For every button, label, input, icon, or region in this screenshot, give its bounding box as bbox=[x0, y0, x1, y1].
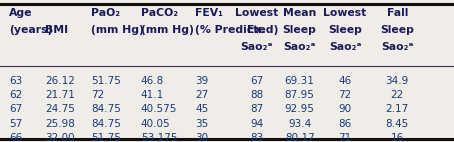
Text: 46.8: 46.8 bbox=[141, 76, 164, 86]
Text: 2.17: 2.17 bbox=[385, 104, 409, 114]
Text: Sleep: Sleep bbox=[380, 25, 414, 35]
Text: 25.98: 25.98 bbox=[45, 119, 75, 129]
Text: Sao₂ᵃ: Sao₂ᵃ bbox=[283, 42, 316, 52]
Text: Mean: Mean bbox=[283, 8, 316, 18]
Text: 34.9: 34.9 bbox=[385, 76, 409, 86]
Text: FEV₁: FEV₁ bbox=[195, 8, 223, 18]
Text: (mm Hg): (mm Hg) bbox=[141, 25, 193, 35]
Text: Sleep: Sleep bbox=[328, 25, 362, 35]
Text: 93.4: 93.4 bbox=[288, 119, 311, 129]
Text: 41.1: 41.1 bbox=[141, 90, 164, 100]
Text: (% Predicted): (% Predicted) bbox=[195, 25, 279, 35]
Text: Sao₂ᵃ: Sao₂ᵃ bbox=[240, 42, 273, 52]
Text: 39: 39 bbox=[195, 76, 208, 86]
Text: 30: 30 bbox=[195, 133, 208, 142]
Text: 16: 16 bbox=[390, 133, 404, 142]
Text: PaCO₂: PaCO₂ bbox=[141, 8, 178, 18]
Text: 92.95: 92.95 bbox=[285, 104, 315, 114]
Text: 35: 35 bbox=[195, 119, 208, 129]
Text: 80.17: 80.17 bbox=[285, 133, 315, 142]
Text: Sleep: Sleep bbox=[283, 25, 316, 35]
Text: 27: 27 bbox=[195, 90, 208, 100]
Text: 67: 67 bbox=[9, 104, 22, 114]
Text: 88: 88 bbox=[250, 90, 263, 100]
Text: 63: 63 bbox=[9, 76, 22, 86]
Text: Fall: Fall bbox=[386, 8, 408, 18]
Text: (years): (years) bbox=[9, 25, 53, 35]
Text: 53.175: 53.175 bbox=[141, 133, 177, 142]
Text: 87.95: 87.95 bbox=[285, 90, 315, 100]
Text: 24.75: 24.75 bbox=[45, 104, 75, 114]
Text: 72: 72 bbox=[91, 90, 104, 100]
Text: 71: 71 bbox=[338, 133, 352, 142]
Text: 84.75: 84.75 bbox=[91, 104, 121, 114]
Text: 94: 94 bbox=[250, 119, 263, 129]
Text: 40.05: 40.05 bbox=[141, 119, 170, 129]
Text: 83: 83 bbox=[250, 133, 263, 142]
Text: 87: 87 bbox=[250, 104, 263, 114]
Text: 84.75: 84.75 bbox=[91, 119, 121, 129]
Text: 69.31: 69.31 bbox=[285, 76, 315, 86]
Text: 86: 86 bbox=[338, 119, 352, 129]
Text: 67: 67 bbox=[250, 76, 263, 86]
Text: 22: 22 bbox=[390, 90, 404, 100]
Text: Age: Age bbox=[9, 8, 33, 18]
Text: 32.00: 32.00 bbox=[45, 133, 75, 142]
Text: BMI: BMI bbox=[45, 25, 69, 35]
Text: Sao₂ᵃ: Sao₂ᵃ bbox=[381, 42, 414, 52]
Text: Lowest: Lowest bbox=[235, 8, 278, 18]
Text: 51.75: 51.75 bbox=[91, 133, 121, 142]
Text: 72: 72 bbox=[338, 90, 352, 100]
Text: 40.575: 40.575 bbox=[141, 104, 177, 114]
Text: Lowest: Lowest bbox=[323, 8, 367, 18]
Text: 46: 46 bbox=[338, 76, 352, 86]
Text: 26.12: 26.12 bbox=[45, 76, 75, 86]
Text: Ex.: Ex. bbox=[247, 25, 266, 35]
Text: 51.75: 51.75 bbox=[91, 76, 121, 86]
Text: 90: 90 bbox=[339, 104, 351, 114]
Text: PaO₂: PaO₂ bbox=[91, 8, 120, 18]
Text: (mm Hg): (mm Hg) bbox=[91, 25, 143, 35]
Text: 21.71: 21.71 bbox=[45, 90, 75, 100]
Text: Sao₂ᵃ: Sao₂ᵃ bbox=[329, 42, 361, 52]
Text: 8.45: 8.45 bbox=[385, 119, 409, 129]
Text: 45: 45 bbox=[195, 104, 208, 114]
Text: 62: 62 bbox=[9, 90, 22, 100]
Text: 66: 66 bbox=[9, 133, 22, 142]
Text: 57: 57 bbox=[9, 119, 22, 129]
